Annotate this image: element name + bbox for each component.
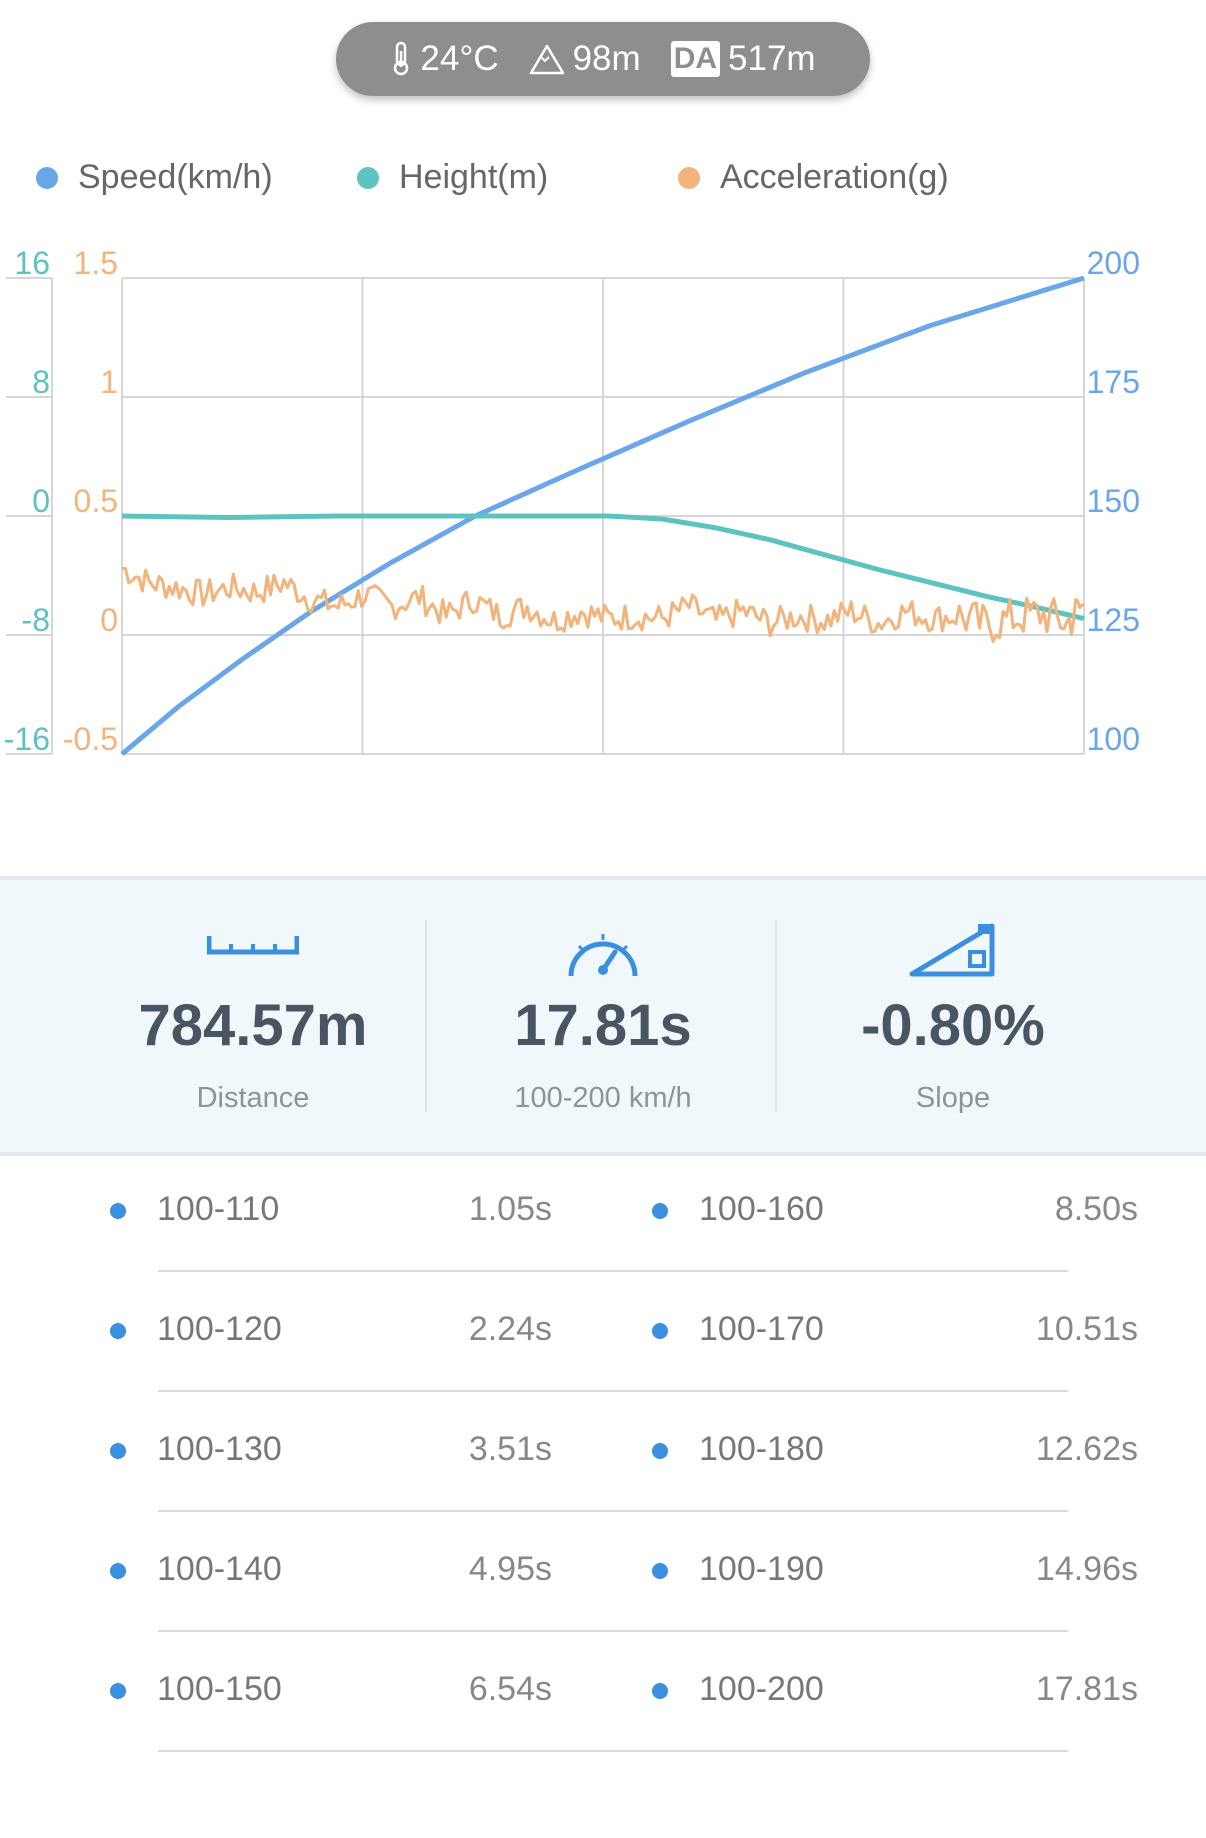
slope-label: Slope [915,1082,991,1114]
legend-dot-speed [36,166,58,189]
series-line-height [121,513,1085,622]
split-row: 100-160 8.50s [542,1150,1138,1270]
speedometer-icon [565,922,641,982]
split-time: 1.05s [468,1190,552,1228]
legend-item-height[interactable]: Height(m) [357,158,548,197]
split-range: 100-190 [699,1550,824,1588]
split-time: 10.51s [1035,1310,1138,1348]
split-time: 12.62s [1035,1430,1138,1468]
speed-tick-label: 175 [1087,364,1140,400]
legend-dot-acceleration [678,166,700,189]
speed-tick-label: 100 [1087,721,1140,757]
height-tick-label: -16 [4,721,50,757]
stat-time: 17.81s 100-200 km/h [428,880,778,1152]
time-value: 17.81s [514,993,692,1058]
speed-tick-label: 200 [1087,245,1140,281]
split-row: 100-140 4.95s [0,1510,552,1630]
stat-divider [425,920,427,1112]
altitude-item: 98m [529,39,641,79]
row-divider [158,1510,1068,1512]
temperature-value: 24°C [420,39,499,78]
height-tick-label: 0 [32,483,50,519]
acceleration-tick-label: 1.5 [74,245,118,281]
acceleration-tick-label: -0.5 [63,721,118,757]
height-tick-label: 16 [14,245,50,281]
distance-value: 784.57m [138,993,368,1058]
mountain-icon [529,43,565,75]
split-time: 6.54s [468,1670,552,1708]
split-range: 100-180 [699,1430,824,1468]
thermometer-icon [390,41,412,77]
row-divider [158,1630,1068,1632]
split-range: 100-160 [699,1190,824,1228]
legend-dot-height [357,166,379,189]
series-line-acceleration [121,566,1085,643]
acceleration-tick-label: 0.5 [74,483,118,519]
legend-item-speed[interactable]: Speed(km/h) [36,158,273,197]
density-altitude-value: 517m [728,39,816,78]
split-range: 100-200 [699,1670,824,1708]
split-time: 2.24s [468,1310,552,1348]
row-divider [158,1390,1068,1392]
acceleration-tick-label: 0 [100,602,118,638]
split-row: 100-190 14.96s [542,1510,1138,1630]
height-tick-label: -8 [22,602,50,638]
split-row: 100-200 17.81s [542,1630,1138,1750]
split-range: 100-120 [157,1310,282,1348]
split-range: 100-130 [157,1430,282,1468]
split-bullet-icon [652,1323,668,1339]
time-label: 100-200 km/h [514,1082,692,1114]
height-tick-label: 8 [32,364,50,400]
split-row: 100-150 6.54s [0,1630,552,1750]
stat-distance: 784.57m Distance [78,880,428,1152]
split-time: 17.81s [1035,1670,1138,1708]
split-time: 14.96s [1035,1550,1138,1588]
speed-height-acceleration-chart: 16 8 0 -8 -16 1.5 1 0.5 0 -0.5 200 175 150 125 100 [4,245,1140,757]
temperature-item: 24°C [390,39,499,79]
split-time: 8.50s [1054,1190,1138,1228]
stat-slope: -0.80% Slope [778,880,1128,1152]
split-bullet-icon [652,1563,668,1579]
stat-divider [775,920,777,1112]
altitude-value: 98m [572,39,641,78]
split-range: 100-150 [157,1670,282,1708]
acceleration-tick-label: 1 [100,364,118,400]
split-range: 100-110 [157,1190,280,1228]
speed-tick-label: 150 [1087,483,1140,519]
legend-label-acceleration: Acceleration(g) [720,158,949,196]
split-bullet-icon [110,1563,126,1579]
slope-value: -0.80% [861,993,1045,1058]
split-range: 100-170 [699,1310,824,1348]
legend-label-height: Height(m) [399,158,549,196]
ruler-icon [206,922,300,982]
split-bullet-icon [110,1683,126,1699]
split-bullet-icon [110,1323,126,1339]
slope-icon [908,922,998,982]
split-bullet-icon [652,1203,668,1219]
split-row: 100-170 10.51s [542,1270,1138,1390]
split-row: 100-130 3.51s [0,1390,552,1510]
chart-legend: Speed(km/h) Height(m) Acceleration(g) [0,158,1206,208]
speed-tick-label: 125 [1087,602,1140,638]
split-time: 4.95s [468,1550,552,1588]
split-bullet-icon [110,1443,126,1459]
row-divider [158,1750,1068,1752]
density-altitude-icon: DA [670,41,721,77]
split-row: 100-180 12.62s [542,1390,1138,1510]
split-bullet-icon [652,1443,668,1459]
split-time: 3.51s [468,1430,552,1468]
split-range: 100-140 [157,1550,282,1588]
conditions-pill: 24°C 98m DA 517m [336,22,870,96]
distance-label: Distance [196,1082,310,1114]
legend-label-speed: Speed(km/h) [78,158,273,196]
density-altitude-item: DA 517m [670,39,816,79]
split-bullet-icon [110,1203,126,1219]
legend-item-acceleration[interactable]: Acceleration(g) [678,158,949,197]
split-row: 100-120 2.24s [0,1270,552,1390]
stats-panel: 784.57m Distance 17.81s 100-200 km/h [0,876,1206,1156]
split-bullet-icon [652,1683,668,1699]
split-row: 100-110 1.05s [0,1150,552,1270]
row-divider [158,1270,1068,1272]
